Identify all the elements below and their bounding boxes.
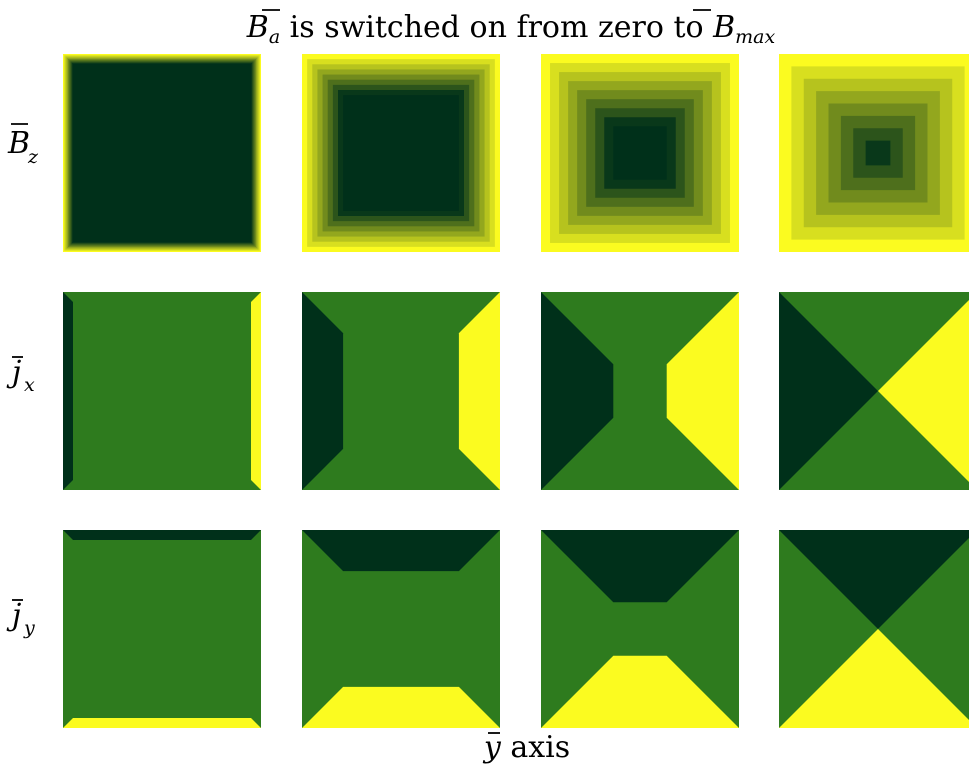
title-symbol2-sub: max <box>735 26 775 48</box>
panel-jx-0 <box>63 292 261 490</box>
title-symbol: B <box>246 10 269 45</box>
figure-title: Ba is switched on from zero to Bmax <box>246 10 776 48</box>
panel-Bz-1 <box>302 54 500 252</box>
current-positive-region <box>779 629 969 728</box>
panel-Bz-0 <box>63 54 261 252</box>
current-positive-region <box>251 292 261 490</box>
row-label-0-symbol: B <box>7 126 30 161</box>
panel-jx-1 <box>302 292 500 490</box>
current-positive-region <box>666 292 739 490</box>
row-label-1: j x <box>6 355 35 396</box>
current-positive-region <box>458 292 500 490</box>
panel-jy-3 <box>779 530 969 728</box>
row-label-1-sub: x <box>24 374 35 396</box>
current-negative-region <box>541 292 614 490</box>
row-label-0: B z <box>7 123 39 168</box>
panel-Bz-2 <box>541 54 739 252</box>
x-axis-text: axis <box>501 730 570 765</box>
panel-jx-2 <box>541 292 739 490</box>
panel-jy-1 <box>302 530 500 728</box>
row-label-2-symbol: j <box>6 598 21 633</box>
field-level-band <box>613 126 667 180</box>
field-level-band <box>865 140 891 166</box>
row-label-2-sub: y <box>23 617 35 639</box>
panel-jy-0 <box>63 530 261 728</box>
current-positive-region <box>302 686 500 728</box>
x-axis-symbol: y <box>482 730 502 765</box>
current-negative-region <box>302 292 344 490</box>
panel-jx-3 <box>779 292 969 490</box>
field-core <box>75 66 249 240</box>
title-symbol2: B <box>712 10 735 45</box>
current-negative-region <box>541 530 739 603</box>
panel-Bz-3 <box>779 54 969 252</box>
row-label-2: j y <box>6 598 35 639</box>
current-positive-region <box>541 655 739 728</box>
row-label-1-symbol: j <box>6 355 21 390</box>
row-label-0-sub: z <box>27 146 39 168</box>
title-symbol-sub: a <box>269 26 280 48</box>
current-negative-region <box>63 530 261 540</box>
current-negative-region <box>302 530 500 572</box>
x-axis-label: y axis <box>482 730 570 765</box>
current-negative-region <box>779 292 878 490</box>
current-positive-region <box>878 300 969 482</box>
current-negative-region <box>63 292 73 490</box>
panel-jy-2 <box>541 530 739 728</box>
panel-background <box>63 292 261 490</box>
field-level-band <box>343 95 459 211</box>
current-positive-region <box>63 718 261 728</box>
panel-grid <box>63 54 969 728</box>
panel-background <box>63 530 261 728</box>
title-middle: is switched on from zero to <box>280 10 713 45</box>
current-negative-region <box>779 530 969 629</box>
